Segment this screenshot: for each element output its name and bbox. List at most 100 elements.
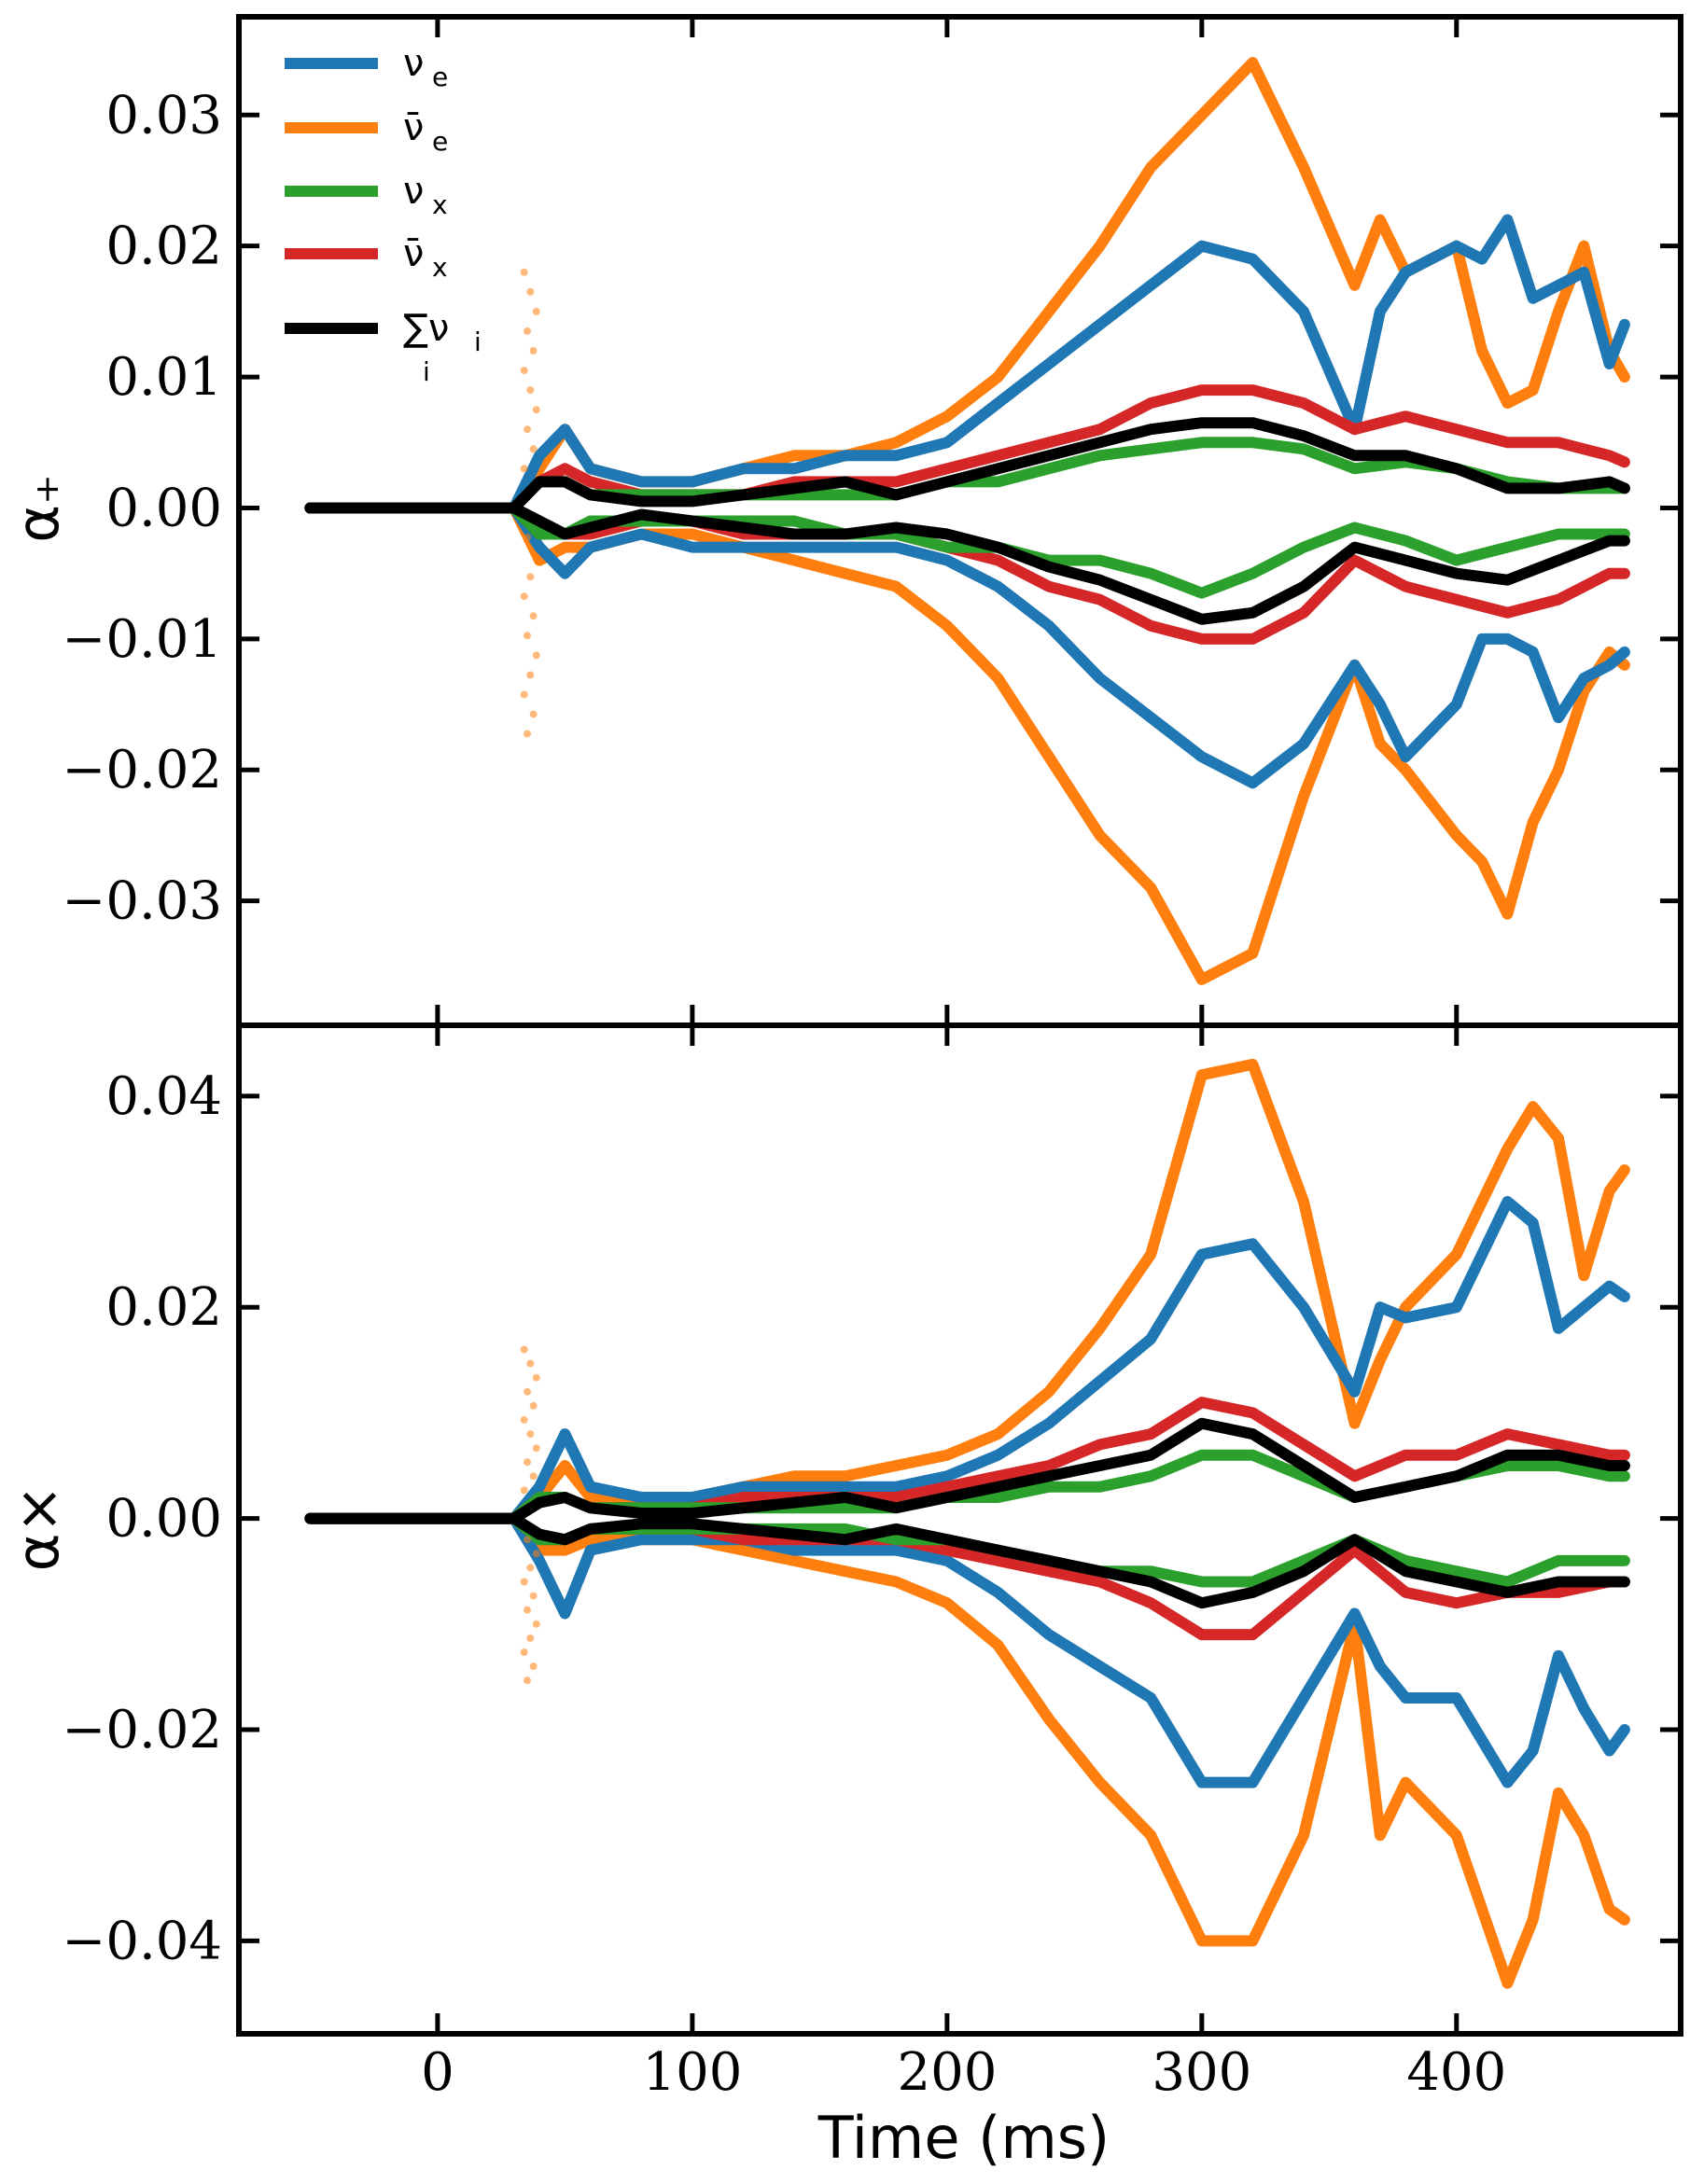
transient-point: [529, 612, 538, 620]
ytick-label-layer: 0.03 0.02 0.01 0.00 −0.01 −0.02 −0.03: [62, 85, 222, 931]
x-tick-label: 200: [897, 2042, 997, 2103]
transient-point: [520, 1578, 528, 1586]
transient-point: [532, 1444, 540, 1453]
series-line-nu-x-lower: [304, 502, 1630, 599]
x-tick-label: 400: [1406, 2042, 1506, 2103]
transient-point: [524, 425, 531, 434]
transient-point: [532, 307, 540, 315]
y-tick-label: 0.01: [105, 347, 222, 408]
legend-subscript: x: [432, 252, 448, 283]
legend-subscript: e: [432, 126, 448, 157]
transient-point: [532, 651, 540, 660]
y-axis-label-alpha-plus: α₊: [4, 474, 72, 543]
legend-label: ν̄: [403, 232, 424, 275]
transient-point: [526, 1634, 535, 1642]
transient-point: [520, 1648, 528, 1656]
transient-point: [524, 534, 531, 541]
series-line-nu-e-lower: [304, 1512, 1630, 1788]
x-tick-labels: 0 100 200 300 400: [421, 2042, 1506, 2103]
transient-point: [532, 406, 540, 414]
transient-point: [520, 465, 528, 473]
series-layer: [304, 1058, 1630, 1989]
transient-point: [526, 573, 535, 581]
legend-label: ν̄: [403, 106, 424, 149]
y-tick-label: 0.00: [105, 1489, 222, 1550]
plot-frame-top: [236, 14, 1683, 1028]
transient-point: [532, 1550, 540, 1558]
y-tick-label: 0.02: [105, 216, 222, 277]
transient-point: [520, 1486, 528, 1495]
transient-point: [526, 386, 535, 395]
legend-subscript: i: [474, 327, 482, 357]
transient-point: [529, 1662, 538, 1671]
series-line-nubar-x-upper: [304, 384, 1630, 514]
series-line-nu-e-upper: [304, 214, 1630, 514]
series-line-sum-lower: [304, 1512, 1630, 1609]
transient-point: [526, 287, 535, 296]
transient-point: [529, 445, 538, 453]
y-tick-label: −0.02: [62, 1700, 222, 1760]
transient-point: [529, 1472, 538, 1481]
transient-point: [526, 1430, 535, 1439]
transient-point: [532, 1373, 540, 1382]
panel-alpha-plus: 0.03 0.02 0.01 0.00 −0.01 −0.02 −0.03 α₊: [4, 17, 1681, 1025]
legend-label: ν: [403, 170, 424, 213]
transient-point: [520, 367, 528, 375]
transient-point: [524, 1606, 531, 1614]
tick-layer: [239, 17, 1681, 1025]
transient-point: [524, 730, 531, 738]
transient-point: [526, 1359, 535, 1368]
legend-sum-index: i: [423, 356, 430, 387]
legend-entry-nubar-e: ν̄ e: [285, 106, 448, 157]
y-axis-label-alpha-cross: α×: [4, 1485, 72, 1572]
y-tick-label: −0.02: [62, 740, 222, 800]
transient-point: [526, 671, 535, 679]
transient-point: [520, 592, 528, 601]
y-tick-label: 0.00: [105, 479, 222, 539]
series-line-nubar-e-upper: [304, 57, 1630, 514]
transient-point: [524, 1536, 531, 1544]
transient-point: [532, 1620, 540, 1628]
tick-layer: [239, 1025, 1681, 2034]
transient-point: [520, 1345, 528, 1354]
transient-point: [529, 1592, 538, 1600]
transient-point: [526, 1564, 535, 1572]
transient-point: [520, 1416, 528, 1424]
legend-label: ∑ν: [403, 307, 449, 350]
series-line-nu-e-upper: [304, 1196, 1630, 1524]
legend-entry-sum: ∑ν i i: [285, 307, 482, 387]
y-tick-label: −0.03: [62, 871, 222, 932]
panel-alpha-cross: 0.04 0.02 0.00 −0.02 −0.04 α×: [4, 1025, 1681, 2034]
y-tick-label: 0.02: [105, 1277, 222, 1338]
transient-point: [524, 327, 531, 335]
series-layer: [304, 57, 1630, 985]
series-line-nubar-e-lower: [304, 1512, 1630, 1989]
x-tick-label: 0: [421, 2042, 454, 2103]
series-line-nu-e-lower: [304, 502, 1630, 789]
legend-subscript: x: [432, 189, 448, 220]
transient-point: [524, 1458, 531, 1467]
legend-subscript: e: [432, 62, 448, 92]
y-tick-label: −0.04: [62, 1911, 222, 1971]
legend-label: ν: [403, 42, 424, 85]
transient-point: [524, 1676, 531, 1685]
transient-point: [529, 347, 538, 355]
series-line-sum-upper: [304, 1417, 1630, 1524]
series-line-nubar-e-lower: [304, 502, 1630, 985]
y-tick-label: 0.04: [105, 1066, 222, 1127]
transient-point: [529, 710, 538, 718]
spike-layer: [520, 268, 540, 738]
x-axis-label: Time (ms): [817, 2104, 1110, 2172]
transient-point: [532, 553, 540, 562]
x-tick-label: 300: [1152, 2042, 1251, 2103]
transient-point: [524, 1387, 531, 1396]
transient-point: [520, 690, 528, 699]
legend: ν eν̄ eν xν̄ x∑ν ii: [285, 42, 482, 387]
y-tick-label: −0.01: [62, 609, 222, 670]
transient-point: [520, 268, 528, 276]
series-line-nubar-x-lower: [304, 502, 1630, 645]
spike-layer: [520, 1345, 540, 1685]
ytick-label-layer: 0.04 0.02 0.00 −0.02 −0.04: [62, 1066, 222, 1972]
